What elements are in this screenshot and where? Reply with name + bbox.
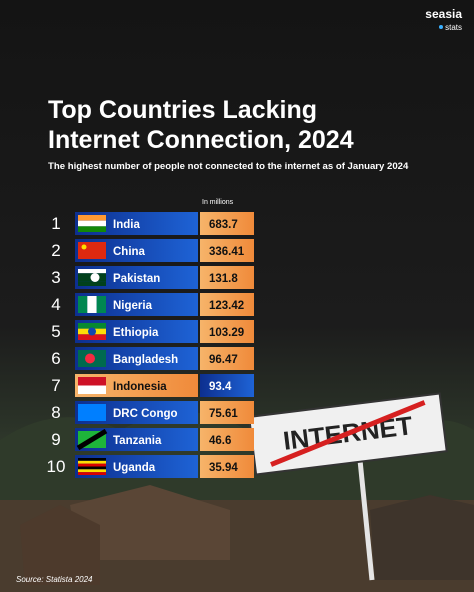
value: 75.61 [209,408,238,420]
value: 46.6 [209,435,231,447]
flag [78,220,106,227]
flag [78,281,106,286]
value-cell [200,239,254,262]
country: Nigeria [113,300,153,312]
value: 131.8 [209,273,238,285]
value-cell [200,401,254,424]
flag [88,327,96,336]
flag [78,242,106,259]
value: 103.29 [209,327,244,339]
country: DRC Congo [113,408,178,420]
country: Ethiopia [113,327,159,339]
country: China [113,246,146,258]
brand-dot [439,25,443,29]
rank: 2 [51,241,60,260]
rank: 6 [51,349,60,368]
flag [78,323,106,329]
value: 123.42 [209,300,244,312]
value-cell [200,455,254,478]
rank: 1 [51,214,60,233]
value: 35.94 [209,462,238,474]
country: India [113,219,140,231]
flag [85,353,95,364]
value-cell [200,212,254,235]
value: 96.47 [209,354,238,366]
value: 336.41 [209,246,245,258]
rank: 10 [47,457,66,476]
sign: INTERNET [247,392,448,476]
sign-cross [270,400,426,467]
country: Tanzania [113,435,162,447]
country: Bangladesh [113,354,178,366]
brand-sub: stats [445,23,462,32]
flag [78,463,106,467]
rank: 7 [51,376,60,395]
rank: 8 [51,403,60,422]
value-cell [200,347,254,370]
value-cell [200,320,254,343]
rank: 9 [51,430,60,449]
rank: 5 [51,322,60,341]
flag [90,273,100,282]
country: Indonesia [113,381,167,393]
subtitle: The highest number of people not connect… [48,161,409,172]
flag [78,404,106,421]
flag [76,428,108,451]
brand-name: seasia [425,7,462,21]
table: 1 India 683.7 2 China 336.41 3 Pakistan 131.8 4 Ni… [47,212,254,478]
value-cell [200,428,254,451]
value-cell [200,266,254,289]
hut [20,505,100,585]
value: 683.7 [209,219,238,231]
flag [78,269,106,274]
flag [87,296,97,313]
value: 93.4 [209,381,232,393]
flag [96,296,106,313]
flag [78,469,106,473]
flag [78,226,106,232]
flag [78,377,106,386]
rank: 4 [51,295,60,314]
flag [78,385,106,394]
hut [370,495,474,580]
country: Pakistan [113,273,160,285]
unit-note: In millions [202,199,234,206]
country: Uganda [113,462,156,474]
flag [78,460,106,464]
hut [70,485,230,560]
flag [78,466,106,470]
title: Internet Connection, 2024 [48,126,354,154]
flag [78,458,106,461]
source: Source: Statista 2024 [16,575,93,584]
title: Top Countries Lacking [48,96,317,124]
value-cell [200,374,254,397]
sign-post [357,459,375,581]
flag [78,296,88,313]
flag [78,215,106,221]
rank: 3 [51,268,60,287]
flag [78,472,106,475]
value-cell [200,293,254,316]
flag [81,244,87,250]
flag [78,334,106,340]
